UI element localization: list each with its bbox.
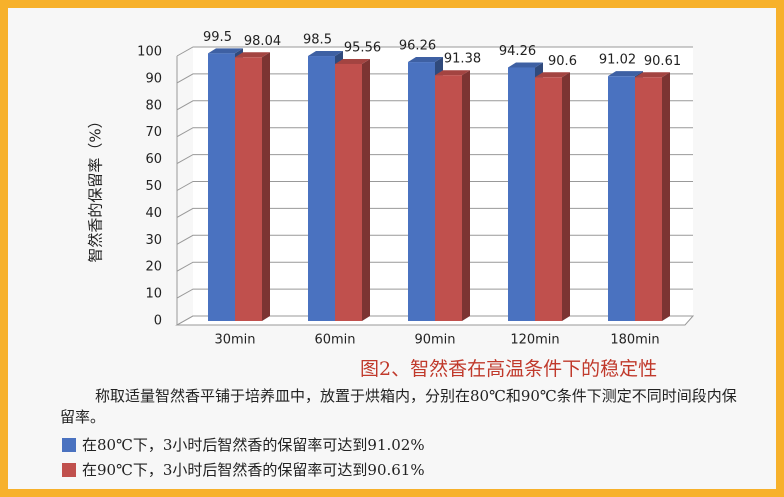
bar-top — [435, 70, 470, 76]
x-tick-label: 180min — [610, 333, 659, 348]
legend-entry: 在90℃下，3小时后智然香的保留率可达到90.61% — [62, 459, 425, 480]
y-tick-label: 100 — [137, 45, 162, 60]
x-tick-label: 120min — [510, 333, 559, 348]
description: 称取适量智然香平铺于培养皿中，放置于烘箱内，分别在80℃和90℃条件下测定不同时… — [60, 387, 737, 426]
y-tick-label: 60 — [145, 152, 162, 167]
x-tick-label: 90min — [414, 333, 455, 348]
y-tick-label: 10 — [145, 287, 162, 302]
value-label: 90.6 — [548, 54, 577, 69]
y-tick-label: 20 — [145, 260, 162, 275]
bar-top — [635, 72, 670, 78]
bar-top — [535, 72, 570, 78]
y-tick-label: 80 — [145, 98, 162, 113]
bar-top — [508, 62, 543, 68]
bar — [608, 76, 635, 322]
bar — [508, 67, 535, 321]
bar-top — [608, 71, 643, 77]
bar — [435, 75, 462, 321]
legend-entry: 在80℃下，3小时后智然香的保留率可达到91.02% — [62, 434, 425, 455]
value-label: 90.61 — [644, 54, 681, 69]
y-axis-label: 智然香的保留率（%） — [87, 113, 105, 262]
bar — [408, 62, 435, 321]
bar — [535, 77, 562, 321]
bar — [235, 57, 262, 321]
x-tick-label: 30min — [214, 333, 255, 348]
y-tick-label: 30 — [145, 233, 162, 248]
y-tick-label: 70 — [145, 125, 162, 140]
bar-side — [562, 72, 570, 321]
bar-top — [308, 51, 343, 57]
bar-side — [262, 52, 270, 321]
bar-side — [362, 58, 370, 321]
y-tick-label: 90 — [145, 71, 162, 86]
value-label: 95.56 — [344, 40, 381, 55]
y-tick-label: 50 — [145, 179, 162, 194]
legend-label: 在90℃下，3小时后智然香的保留率可达到90.61% — [82, 461, 425, 479]
bar-top — [335, 58, 370, 64]
x-tick-label: 60min — [314, 333, 355, 348]
value-label: 94.26 — [499, 44, 536, 59]
bar-top — [408, 57, 443, 63]
bar-side — [662, 72, 670, 322]
caption: 图2、智然香在高温条件下的稳定性 — [360, 358, 658, 380]
value-label: 98.04 — [244, 34, 281, 49]
value-label: 91.02 — [599, 53, 636, 68]
value-label: 99.5 — [203, 30, 232, 45]
bar — [335, 63, 362, 321]
bar-top — [208, 48, 243, 54]
y-tick-label: 40 — [145, 206, 162, 221]
bar — [208, 53, 235, 321]
legend-swatch — [62, 437, 76, 452]
grid-line — [176, 46, 693, 57]
value-label: 91.38 — [444, 52, 481, 67]
legend-swatch — [62, 462, 76, 477]
bar-top — [235, 52, 270, 58]
value-label: 96.26 — [399, 39, 436, 54]
bar — [308, 56, 335, 321]
legend-label: 在80℃下，3小时后智然香的保留率可达到91.02% — [82, 436, 425, 454]
bar — [635, 77, 662, 322]
y-tick-label: 0 — [154, 314, 162, 329]
value-label: 98.5 — [303, 33, 332, 48]
bar-side — [462, 70, 470, 321]
